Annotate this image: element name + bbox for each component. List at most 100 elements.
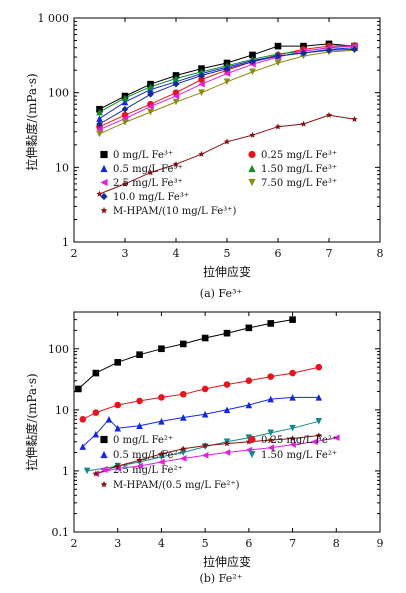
- caption-a: (a) Fe³⁺: [200, 287, 243, 300]
- data-point-b-0: [114, 359, 122, 366]
- data-point-b-1: [114, 401, 122, 409]
- legend-marker-a-7: [100, 206, 108, 214]
- data-point-b-4: [223, 449, 231, 456]
- caption-b: (b) Fe²⁺: [200, 572, 243, 585]
- data-point-b-1: [267, 373, 275, 380]
- data-point-b-1: [201, 385, 209, 393]
- x-tick-label-b: 6: [245, 537, 252, 550]
- data-point-a-5: [121, 119, 129, 126]
- data-point-a-3: [147, 83, 154, 91]
- data-point-a-3: [198, 68, 205, 76]
- data-point-a-5: [249, 68, 256, 76]
- data-point-a-7: [249, 131, 256, 138]
- data-point-b-4: [136, 462, 143, 470]
- data-point-b-5: [114, 462, 121, 469]
- data-point-b-4: [201, 452, 209, 459]
- x-tick-label-a: 6: [275, 247, 282, 260]
- legend-marker-b-0: [100, 435, 108, 444]
- data-point-b-4: [114, 465, 122, 472]
- data-point-b-1: [245, 377, 253, 385]
- data-point-a-7: [96, 190, 103, 197]
- data-point-b-4: [311, 438, 318, 446]
- legend-label-a-7: M-HPAM/(10 mg/L Fe³⁺): [113, 206, 236, 217]
- data-point-b-5: [289, 435, 296, 442]
- data-point-a-5: [172, 98, 180, 106]
- data-point-b-1: [79, 416, 87, 423]
- data-point-b-0: [245, 324, 253, 332]
- y-tick-label-b: 1: [62, 465, 69, 478]
- legend-label-a-4: 2.5 mg/L Fe³⁺: [113, 178, 183, 189]
- data-point-b-5: [136, 456, 143, 463]
- data-point-b-5: [245, 438, 252, 445]
- x-tick-label-b: 5: [202, 537, 209, 550]
- data-point-b-2: [315, 394, 323, 401]
- data-point-a-5: [198, 89, 205, 96]
- data-point-b-5: [223, 440, 231, 447]
- data-point-a-6: [147, 91, 154, 98]
- data-point-b-3: [315, 417, 323, 425]
- data-point-a-4: [172, 92, 180, 100]
- data-point-b-4: [332, 434, 340, 441]
- data-point-b-5: [158, 450, 165, 457]
- legend-label-a-2: 0.5 mg/L Fe³⁺: [113, 164, 183, 175]
- legend-marker-b-1: [248, 435, 256, 444]
- data-point-b-0: [289, 316, 296, 323]
- y-axis-label-b: 拉伸黏度/(mPa·s): [24, 373, 39, 470]
- data-point-b-2: [245, 401, 253, 409]
- y-tick-label-a: 1: [62, 236, 69, 249]
- data-point-a-7: [274, 123, 282, 130]
- data-point-a-7: [172, 160, 180, 167]
- data-point-b-4: [179, 455, 187, 462]
- data-point-b-1: [179, 390, 187, 398]
- data-point-a-6: [249, 58, 256, 65]
- data-point-b-2: [223, 406, 231, 414]
- x-tick-label-b: 8: [333, 537, 340, 550]
- data-point-a-7: [223, 138, 231, 145]
- data-point-a-6: [96, 120, 103, 128]
- y-tick-label-b: 0.1: [52, 526, 70, 539]
- data-point-a-6: [198, 72, 205, 79]
- data-point-b-2: [114, 424, 122, 432]
- data-point-b-0: [158, 345, 165, 353]
- plot-frame-b: [73, 311, 381, 533]
- legend-marker-b-2: [100, 450, 108, 459]
- y-tick-label-a: 100: [48, 87, 69, 100]
- data-point-b-1: [315, 363, 323, 371]
- data-point-a-4: [198, 80, 205, 88]
- x-tick-label-b: 2: [71, 537, 78, 550]
- data-point-b-5: [267, 436, 274, 443]
- legend-label-b-2: 0.5 mg/L Fe²⁺: [113, 450, 183, 461]
- legend-marker-b-5: [100, 480, 108, 488]
- data-point-b-1: [136, 397, 143, 405]
- data-point-a-7: [351, 115, 358, 122]
- legend-label-a-1: 0.25 mg/L Fe³⁺: [261, 150, 337, 161]
- data-point-b-2: [79, 443, 87, 450]
- series-line-b-4: [95, 437, 337, 475]
- data-point-a-4: [223, 70, 231, 77]
- data-point-b-2: [105, 416, 113, 423]
- data-point-a-3: [96, 108, 103, 116]
- data-point-b-4: [267, 444, 275, 452]
- data-point-b-2: [158, 417, 165, 425]
- data-point-a-6: [274, 52, 282, 60]
- data-point-b-2: [201, 410, 209, 418]
- data-point-b-0: [223, 329, 231, 337]
- legend-marker-a-2: [100, 164, 108, 173]
- data-point-b-4: [158, 458, 165, 466]
- legend-label-a-3: 1.50 mg/L Fe³⁺: [261, 164, 337, 175]
- x-tick-label-b: 7: [289, 537, 296, 550]
- legend-marker-b-3: [248, 450, 256, 459]
- data-point-b-3: [267, 429, 275, 437]
- legend-marker-a-0: [100, 150, 108, 159]
- data-point-b-2: [179, 414, 187, 421]
- data-point-a-5: [223, 78, 231, 86]
- x-tick-label-a: 3: [122, 247, 129, 260]
- legend-label-a-6: 10.0 mg/L Fe³⁺: [113, 192, 189, 203]
- data-point-a-6: [121, 105, 129, 113]
- data-point-a-5: [274, 59, 282, 67]
- x-tick-label-a: 4: [173, 247, 180, 260]
- data-point-b-1: [92, 409, 100, 416]
- y-tick-label-b: 10: [55, 404, 69, 417]
- data-point-a-7: [198, 150, 205, 157]
